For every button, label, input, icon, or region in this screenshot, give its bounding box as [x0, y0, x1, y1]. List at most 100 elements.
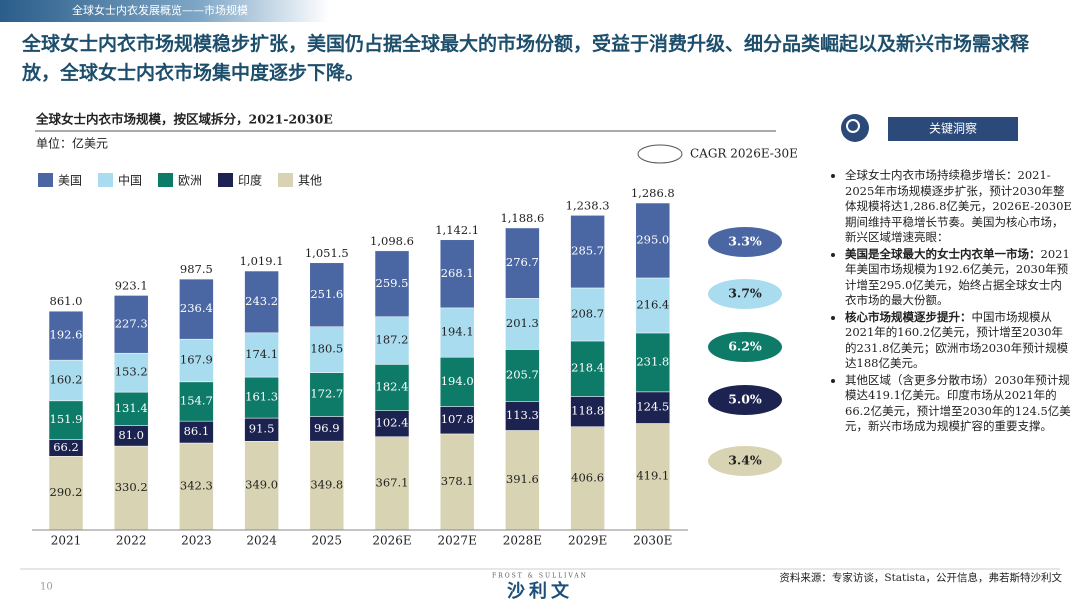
bar-segment: [179, 278, 214, 340]
value-label: 151.9: [50, 412, 83, 426]
value-label: 349.0: [245, 478, 278, 492]
bar-segment: [505, 298, 540, 350]
insight-list: 全球女士内衣市场持续稳步增长：2021-2025年市场规模逐步扩张，预计2030…: [828, 168, 1073, 436]
value-label: 201.3: [506, 316, 539, 330]
bar-segment: [179, 442, 214, 531]
cagr-label: 3.4%: [728, 453, 762, 468]
value-label: 161.3: [245, 390, 278, 404]
value-label: 227.3: [115, 316, 148, 330]
total-label: 1,238.3: [566, 198, 610, 212]
value-label: 192.6: [50, 328, 83, 342]
value-label: 172.7: [310, 387, 343, 401]
value-label: 290.2: [50, 485, 83, 499]
cagr-ellipse: [708, 385, 782, 415]
bar-segment: [505, 430, 540, 531]
value-label: 81.0: [118, 428, 144, 442]
value-label: 378.1: [441, 474, 474, 488]
value-label: 180.5: [310, 342, 343, 356]
bar-segment: [439, 406, 475, 435]
bar-segment: [439, 239, 475, 309]
bar-segment: [309, 262, 345, 327]
total-label: 987.5: [180, 262, 213, 276]
bar-segment: [244, 441, 279, 531]
legend-label: 中国: [118, 173, 142, 188]
cagr-ellipse: [708, 446, 782, 476]
insight-bullet: 美国是全球最大的女士内衣单一市场：2021年美国市场规模为192.6亿美元，20…: [845, 247, 1073, 309]
bar-segment: [570, 287, 605, 342]
bar-segment: [309, 326, 345, 373]
legend-swatch: [278, 173, 293, 187]
bar-segment: [635, 332, 671, 393]
value-label: 268.1: [441, 266, 474, 280]
value-label: 216.4: [636, 297, 669, 311]
value-label: 102.4: [376, 416, 409, 430]
bar-segment: [113, 352, 149, 393]
bar-segment: [244, 332, 279, 378]
value-label: 231.8: [636, 354, 669, 368]
page-number: 10: [40, 582, 53, 593]
value-label: 285.7: [571, 244, 604, 258]
value-label: 243.2: [245, 294, 278, 308]
total-label: 1,051.5: [305, 246, 349, 260]
value-label: 194.0: [441, 374, 474, 388]
cagr-ellipse: [708, 332, 782, 362]
value-label: 406.6: [571, 470, 604, 484]
total-label: 1,098.6: [370, 234, 414, 248]
bar-segment: [374, 316, 410, 365]
total-label: 1,142.1: [435, 223, 479, 237]
value-label: 342.3: [180, 479, 213, 493]
bar-segment: [48, 400, 84, 440]
bar-segment: [374, 410, 410, 437]
bar-segment: [309, 372, 345, 417]
bar-segment: [635, 202, 671, 279]
x-tick-label: 2028E: [503, 534, 542, 548]
value-label: 367.1: [376, 475, 409, 489]
section-title: 全球女士内衣发展概览——市场规模: [72, 3, 248, 17]
value-label: 107.8: [441, 412, 474, 426]
bullet-text: 全球女士内衣市场持续稳步增长：2021-2025年市场规模逐步扩张，预计2030…: [845, 168, 1072, 244]
legend-label: 欧洲: [178, 174, 202, 188]
value-label: 391.6: [506, 472, 539, 486]
insight-bullet: 核心市场规模逐步提升：中国市场规模从2021年的160.2亿美元，预计增至203…: [845, 310, 1073, 372]
cagr-ellipse: [708, 227, 782, 257]
legend-swatch: [38, 173, 53, 187]
bar-segment: [570, 396, 605, 427]
cagr-label: 3.3%: [728, 234, 762, 249]
legend-label: 印度: [238, 173, 262, 188]
x-tick-label: 2024: [246, 534, 277, 548]
value-label: 86.1: [184, 424, 210, 438]
value-label: 194.1: [441, 325, 474, 339]
value-label: 182.4: [376, 380, 409, 394]
value-label: 295.0: [636, 232, 669, 246]
legend-label: 其他: [298, 174, 322, 188]
legend-swatch: [158, 173, 173, 187]
cagr-label: 3.7%: [728, 286, 762, 301]
value-label: 91.5: [249, 422, 275, 436]
bullet-lead: 核心市场规模逐步提升：: [845, 309, 972, 324]
insight-icon: [841, 114, 869, 142]
insight-box: [888, 117, 1018, 141]
total-label: 923.1: [115, 278, 148, 292]
value-label: 160.2: [50, 372, 83, 386]
bar-segment: [505, 349, 540, 402]
bar-segment: [570, 426, 605, 531]
insight-title: 关键洞察: [929, 122, 977, 136]
source: 资料来源：专家访谈，Statista，公开信息，弗若斯特沙利文: [779, 571, 1062, 584]
insight-bullet: 其他区域（含更多分散市场）2030年预计规模达419.1亿美元。印度市场从202…: [845, 373, 1073, 435]
x-tick-label: 2027E: [438, 534, 477, 548]
bar-segment: [635, 423, 671, 531]
bullet-text: 其他区域（含更多分散市场）2030年预计规模达419.1亿美元。印度市场从202…: [845, 372, 1071, 434]
brand-small: FROST & SULLIVAN: [492, 573, 588, 580]
cagr-legend-ellipse: [637, 144, 683, 164]
x-tick-label: 2021: [51, 534, 82, 548]
header-bar: [0, 0, 330, 22]
cagr-ellipse: [708, 279, 782, 309]
bar-segment: [635, 277, 671, 334]
x-tick-label: 2022: [116, 534, 147, 548]
cagr-legend: CAGR 2026E-30E: [690, 147, 798, 161]
value-label: 174.1: [245, 347, 278, 361]
bar-segment: [179, 338, 214, 383]
value-label: 330.2: [115, 480, 148, 494]
total-label: 1,286.8: [631, 186, 675, 200]
